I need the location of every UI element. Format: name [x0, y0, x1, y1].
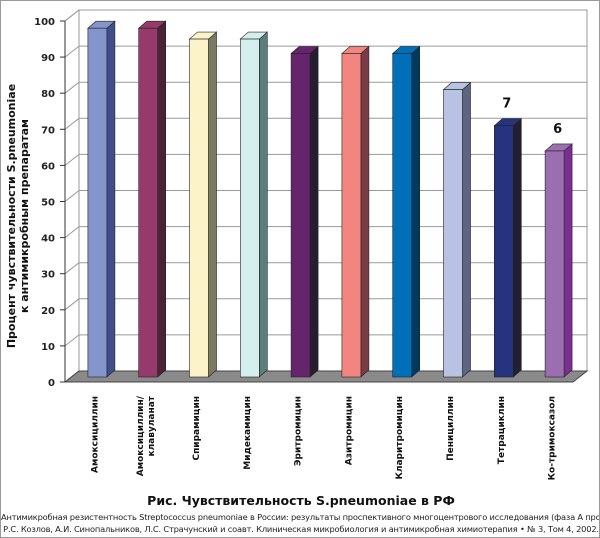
bar	[544, 150, 565, 378]
bar-side	[208, 31, 217, 378]
y-tick-label: 100	[34, 17, 55, 28]
x-tick-label-line: Спирамицин	[192, 396, 202, 461]
bar	[493, 125, 514, 378]
y-axis-label-line: к антимикробным препаратам	[18, 119, 31, 313]
x-tick-label: Мидекамицин	[243, 396, 253, 470]
bar	[290, 53, 311, 378]
y-tick-label: 80	[41, 89, 55, 100]
bar-side	[411, 45, 421, 378]
gridline-diagonal	[64, 262, 80, 275]
y-tick-label: 90	[41, 53, 55, 64]
y-tick-label: 40	[41, 234, 55, 245]
x-tick-label-line: Амоксициллин/	[136, 395, 146, 476]
bar-side	[563, 143, 573, 378]
x-tick-label-line: Ко-тримоксазол	[548, 396, 558, 480]
gridline-diagonal	[64, 226, 80, 238]
gridline-diagonal	[64, 9, 80, 22]
bar-side	[258, 31, 268, 378]
x-tick-label-line: Азитромицин	[344, 396, 354, 465]
x-tick-label-line: Кларитромицин	[395, 396, 405, 479]
x-tick-label-line: Мидекамицин	[243, 396, 253, 470]
x-tick-label: Ко-тримоксазол	[548, 396, 558, 480]
y-tick-label: 50	[41, 198, 55, 209]
gridline-diagonal	[64, 117, 80, 130]
x-tick-label: Эритромицин	[294, 396, 304, 466]
caption-source-line-2: Р.С. Козлов, А.И. Синопальников, Л.С. Ст…	[3, 524, 599, 534]
bar-side	[512, 118, 522, 378]
x-tick-label: Спирамицин	[192, 396, 202, 461]
bar-side	[360, 45, 370, 378]
gridline-diagonal	[64, 190, 80, 202]
caption-title: Рис. Чувствительность S.pneumoniae в РФ	[147, 493, 455, 508]
y-tick-label: 60	[41, 161, 55, 172]
y-tick-label: 0	[48, 378, 55, 389]
bar	[392, 53, 413, 378]
x-tick-label: Азитромицин	[344, 396, 354, 465]
bar-side	[309, 45, 319, 378]
y-axis-label-line: Процент чувствительности S.pneumoniae	[5, 84, 18, 348]
bar	[240, 38, 260, 378]
y-tick-label: 10	[41, 342, 55, 353]
bar	[443, 89, 463, 378]
y-tick-label: 30	[41, 270, 55, 281]
x-tick-label: Амоксициллин/клавуланат	[136, 395, 157, 476]
bar	[341, 53, 362, 378]
x-tick-label-line: Эритромицин	[294, 396, 304, 466]
x-tick-label-line: Тетрациклин	[497, 396, 507, 464]
bar	[189, 38, 209, 378]
bar-chart: 0 10 20 30 40 50 60 70 80 90 100 Процент чувствител…	[5, 8, 589, 480]
y-tick-label: 70	[41, 125, 55, 136]
gridline-diagonal	[64, 45, 80, 58]
y-tick-label: 20	[41, 306, 55, 317]
x-tick-label: Пенициллин	[446, 396, 456, 461]
x-tick-label-line: Амоксициллин	[90, 396, 100, 473]
bar-annotation: 6	[553, 122, 562, 137]
x-tick-label-line: клавуланат	[147, 395, 157, 456]
bar-side	[106, 20, 116, 378]
bar	[87, 27, 108, 378]
x-tick-label: Амоксициллин	[90, 396, 100, 473]
x-tick-label: Кларитромицин	[395, 396, 405, 479]
gridline-diagonal	[64, 154, 80, 166]
caption-source-line-1: Антимикробная резистентность Streptococc…	[1, 512, 600, 522]
bar-annotation: 7	[502, 97, 511, 112]
y-axis-label: Процент чувствительности S.pneumoniaeк а…	[5, 84, 31, 348]
bar-side	[157, 20, 166, 378]
bar-side	[462, 81, 471, 378]
x-tick-label-line: Пенициллин	[446, 396, 456, 461]
gridline-diagonal	[64, 298, 80, 311]
gridline-diagonal	[64, 334, 80, 347]
bar	[138, 27, 158, 378]
gridline-diagonal	[64, 81, 80, 94]
x-tick-label: Тетрациклин	[497, 396, 507, 464]
